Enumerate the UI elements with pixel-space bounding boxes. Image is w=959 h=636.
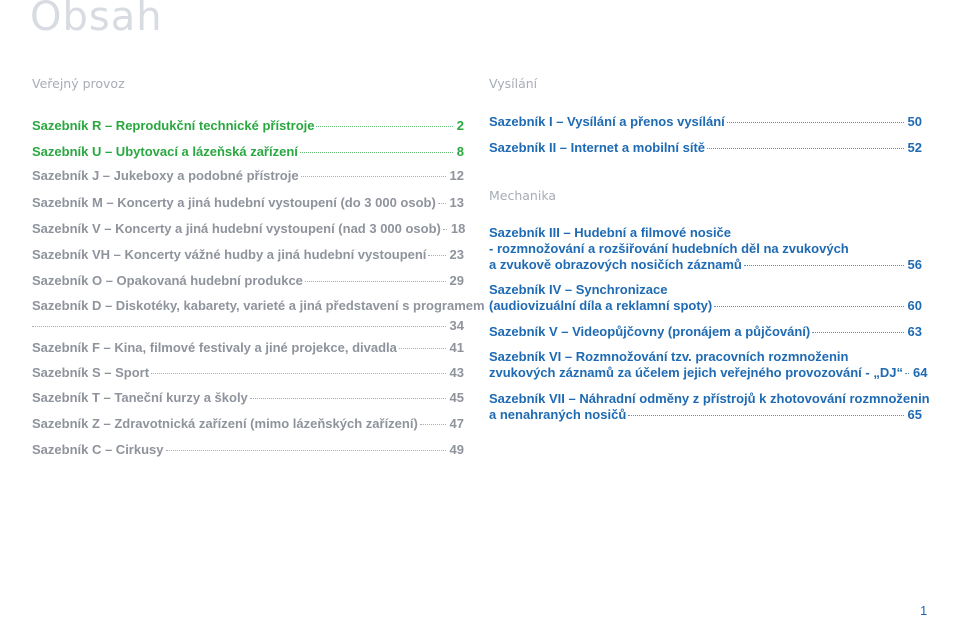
dot-leader <box>707 148 904 149</box>
toc-entry-label: Sazebník II – Internet a mobilní sítě <box>489 140 705 155</box>
toc-entry-line: - rozmnožování a rozšiřování hudebních d… <box>489 241 849 256</box>
toc-entry-iii[interactable]: Sazebník III – Hudební a filmové nosiče … <box>489 225 922 273</box>
toc-entry-line: Sazebník VII – Náhradní odměny z přístro… <box>489 391 930 406</box>
dot-leader <box>165 450 446 451</box>
toc-entry-page: 63 <box>907 324 922 339</box>
toc-entry-s[interactable]: Sazebník S – Sport 43 <box>32 365 464 381</box>
toc-entry-vii[interactable]: Sazebník VII – Náhradní odměny z přístro… <box>489 391 930 423</box>
toc-entry-page: 34 <box>449 318 464 333</box>
dot-leader <box>437 203 446 204</box>
toc-entry-d[interactable]: Sazebník D – Diskotéky, kabarety, variet… <box>32 298 485 334</box>
toc-entry-label: a zvukově obrazových nosičích záznamů <box>489 257 742 272</box>
toc-entry-page: 13 <box>449 195 464 210</box>
toc-entry-m[interactable]: Sazebník M – Koncerty a jiná hudební vys… <box>32 195 464 211</box>
toc-entry-page: 43 <box>449 365 464 380</box>
toc-entry-label: Sazebník J – Jukeboxy a podobné přístroj… <box>32 168 299 183</box>
dot-leader <box>726 122 904 123</box>
dot-leader <box>249 398 446 399</box>
toc-entry-page: 2 <box>456 118 464 133</box>
toc-entry-label: Sazebník I – Vysílání a přenos vysílání <box>489 114 725 129</box>
dot-leader <box>428 255 446 256</box>
toc-entry-page: 45 <box>449 390 464 405</box>
dot-leader <box>299 152 453 153</box>
page-title: Obsah <box>30 0 163 40</box>
toc-entry-u[interactable]: Sazebník U – Ubytovací a lázeňská zaříze… <box>32 144 464 160</box>
toc-entry-page: 41 <box>449 340 464 355</box>
toc-entry-page: 52 <box>907 140 922 155</box>
section-heading-public: Veřejný provoz <box>32 76 125 91</box>
toc-entry-t[interactable]: Sazebník T – Taneční kurzy a školy 45 <box>32 390 464 406</box>
toc-entry-r[interactable]: Sazebník R – Reprodukční technické příst… <box>32 118 464 134</box>
toc-entry-i[interactable]: Sazebník I – Vysílání a přenos vysílání 5… <box>489 114 922 130</box>
dot-leader <box>419 424 446 425</box>
toc-entry-o[interactable]: Sazebník O – Opakovaná hudební produkce 2… <box>32 273 464 289</box>
toc-entry-page: 65 <box>907 407 922 422</box>
toc-entry-page: 8 <box>456 144 464 159</box>
dot-leader <box>812 332 904 333</box>
dot-leader <box>304 281 446 282</box>
toc-entry-label: (audiovizuální díla a reklamní spoty) <box>489 298 713 313</box>
toc-entry-f[interactable]: Sazebník F – Kina, filmové festivaly a j… <box>32 340 464 356</box>
toc-entry-line: Sazebník VI – Rozmnožování tzv. pracovní… <box>489 349 849 364</box>
toc-entry-page: 18 <box>450 221 466 236</box>
toc-entry-line: Sazebník IV – Synchronizace <box>489 282 668 297</box>
toc-entry-page: 56 <box>907 257 922 272</box>
toc-entry-vh[interactable]: Sazebník VH – Koncerty vážné hudby a jin… <box>32 247 464 263</box>
toc-entry-page: 60 <box>907 298 922 313</box>
dot-leader <box>904 373 909 374</box>
toc-entry-vi[interactable]: Sazebník VI – Rozmnožování tzv. pracovní… <box>489 349 927 381</box>
toc-entry-v[interactable]: Sazebník V – Koncerty a jiná hudební vys… <box>32 221 466 237</box>
toc-entry-page: 47 <box>449 416 464 431</box>
dot-leader <box>743 265 904 266</box>
toc-entry-ii[interactable]: Sazebník II – Internet a mobilní sítě 52 <box>489 140 922 156</box>
toc-entry-label: Sazebník V – Koncerty a jiná hudební vys… <box>32 221 441 236</box>
toc-entry-j[interactable]: Sazebník J – Jukeboxy a podobné přístroj… <box>32 168 464 184</box>
dot-leader <box>714 306 904 307</box>
section-heading-mechanics: Mechanika <box>489 188 557 203</box>
dot-leader <box>398 348 446 349</box>
toc-entry-page: 29 <box>449 273 464 288</box>
dot-leader <box>300 176 446 177</box>
toc-entry-label: Sazebník Z – Zdravotnická zařízení (mimo… <box>32 416 418 431</box>
toc-entry-page: 49 <box>449 442 464 457</box>
toc-entry-page: 64 <box>912 365 928 380</box>
toc-entry-label: Sazebník VH – Koncerty vážné hudby a jin… <box>32 247 427 262</box>
toc-entry-label: Sazebník T – Taneční kurzy a školy <box>32 390 248 405</box>
dot-leader <box>151 373 446 374</box>
dot-leader <box>316 126 453 127</box>
toc-entry-c[interactable]: Sazebník C – Cirkusy 49 <box>32 442 464 458</box>
toc-entry-line: Sazebník III – Hudební a filmové nosiče <box>489 225 732 240</box>
toc-entry-label: Sazebník M – Koncerty a jiná hudební vys… <box>32 195 436 210</box>
toc-entry-label: Sazebník O – Opakovaná hudební produkce <box>32 273 303 288</box>
toc-entry-label: zvukových záznamů za účelem jejich veřej… <box>489 365 903 380</box>
toc-entry-z[interactable]: Sazebník Z – Zdravotnická zařízení (mimo… <box>32 416 464 432</box>
toc-entry-v-video[interactable]: Sazebník V – Videopůjčovny (pronájem a p… <box>489 324 922 340</box>
toc-entry-label: Sazebník D – Diskotéky, kabarety, variet… <box>32 298 485 313</box>
dot-leader <box>442 229 447 230</box>
section-heading-broadcasting: Vysílání <box>489 76 538 91</box>
toc-entry-page: 50 <box>907 114 922 129</box>
toc-entry-page: 23 <box>449 247 464 262</box>
toc-entry-label: Sazebník R – Reprodukční technické příst… <box>32 118 315 133</box>
toc-entry-label: Sazebník V – Videopůjčovny (pronájem a p… <box>489 324 811 339</box>
toc-entry-page: 12 <box>449 168 464 183</box>
toc-entry-label: Sazebník S – Sport <box>32 365 150 380</box>
toc-entry-iv[interactable]: Sazebník IV – Synchronizace (audiovizuál… <box>489 282 922 314</box>
toc-entry-label: a nenahraných nosičů <box>489 407 627 422</box>
dot-leader <box>628 415 904 416</box>
toc-entry-label: Sazebník F – Kina, filmové festivaly a j… <box>32 340 397 355</box>
page-number: 1 <box>920 603 928 618</box>
toc-entry-label: Sazebník C – Cirkusy <box>32 442 164 457</box>
toc-entry-label: Sazebník U – Ubytovací a lázeňská zaříze… <box>32 144 298 159</box>
dot-leader <box>32 326 446 327</box>
